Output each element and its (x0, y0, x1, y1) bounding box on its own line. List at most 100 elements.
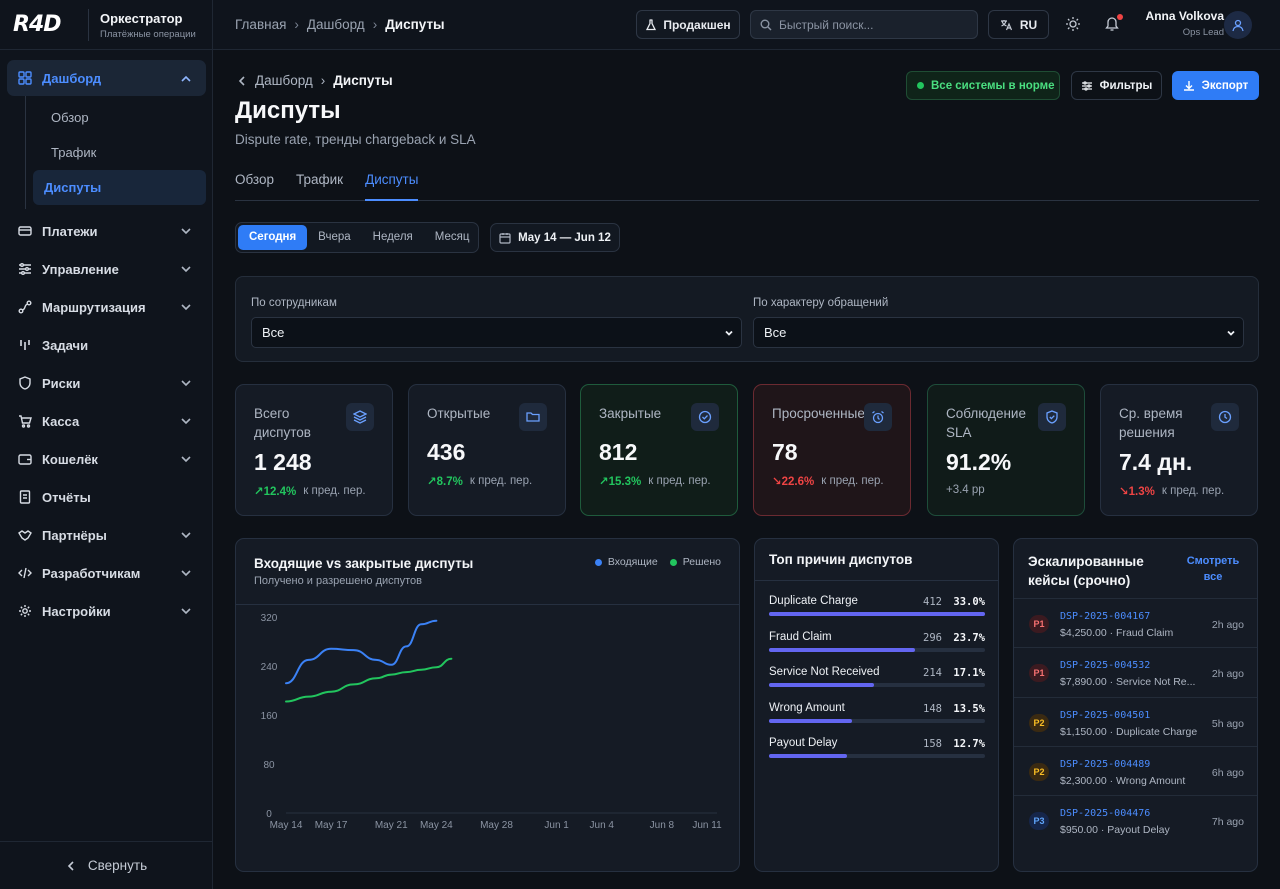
period-month-button[interactable]: Месяц (434, 231, 470, 243)
sidebar-item-partners[interactable]: Партнёры (0, 516, 213, 554)
case-id-link[interactable]: DSP-2025-004532 (1060, 660, 1151, 672)
reason-row[interactable]: Service Not Received 214 17.1% (769, 666, 985, 696)
alarm-icon (864, 403, 892, 431)
employee-filter-select[interactable]: Все (251, 317, 742, 348)
x-tick-label: May 17 (315, 820, 348, 831)
case-id-link[interactable]: DSP-2025-004501 (1060, 709, 1151, 721)
case-id-link[interactable]: DSP-2025-004489 (1060, 758, 1151, 770)
case-id-link[interactable]: DSP-2025-004167 (1060, 611, 1151, 622)
sidebar-subitem-overview[interactable]: Обзор (51, 110, 89, 125)
reason-count: 158 (923, 738, 942, 750)
sidebar-item-wallet[interactable]: Кошелёк (0, 440, 213, 478)
nature-filter-select[interactable]: Все (753, 317, 1244, 348)
search-input[interactable]: Быстрый поиск... (750, 10, 978, 39)
sidebar-item-management[interactable]: Управление (0, 250, 213, 288)
export-label: Экспорт (1201, 79, 1249, 92)
environment-button[interactable]: Продакшен (636, 10, 740, 39)
kpi-card-sla[interactable]: Соблюдение SLA 91.2% +3.4 pp (927, 384, 1085, 516)
export-button[interactable]: Экспорт (1172, 71, 1259, 100)
legend-item-incoming[interactable]: Входящие (594, 556, 658, 568)
sidebar-item-payments[interactable]: Платежи (0, 212, 213, 250)
sidebar-item-reports[interactable]: Отчёты (0, 478, 213, 516)
reason-bar-track (769, 718, 985, 723)
chevron-down-icon (181, 570, 191, 577)
sun-icon[interactable] (1065, 16, 1081, 32)
reason-label: Duplicate Charge (769, 595, 858, 607)
sidebar-subitem-disputes[interactable]: Диспуты (33, 170, 206, 205)
escalated-row[interactable]: P2 DSP-2025-004501 $1,150.00 · Duplicate C… (1014, 696, 1257, 746)
wallet-icon (18, 452, 32, 466)
reason-row[interactable]: Payout Delay 158 12.7% (769, 737, 985, 767)
date-range-picker[interactable]: May 14 — Jun 12 (490, 223, 620, 252)
reason-count: 148 (923, 702, 942, 715)
reason-row[interactable]: Fraud Claim 296 23.7% (769, 631, 985, 661)
cart-icon (18, 414, 32, 428)
chevron-left-icon[interactable] (237, 75, 247, 87)
case-time: 2h ago (1211, 619, 1244, 631)
reason-bar-track (769, 612, 985, 616)
kpi-card-closed[interactable]: Закрытые 812 ↗15.3% к пред. пер. (580, 384, 738, 516)
reason-row[interactable]: Duplicate Charge 412 33.0% (769, 595, 985, 625)
user-name[interactable]: Anna Volkova (1145, 9, 1224, 23)
kpi-label: Закрытые (599, 406, 662, 421)
y-tick-label: 80 (263, 760, 275, 771)
filters-button[interactable]: Фильтры (1071, 71, 1162, 100)
sidebar-item-tasks[interactable]: Задачи (0, 326, 213, 364)
reason-bar-track (769, 647, 985, 652)
sidebar-item-label: Отчёты (42, 489, 91, 505)
reason-bar-fill (769, 754, 848, 758)
tab-overview[interactable]: Обзор (235, 172, 274, 187)
escalated-row[interactable]: P1 DSP-2025-004532 $7,890.00 · Service Not… (1014, 647, 1257, 696)
case-meta: $4,250.00 · Fraud Claim (1060, 627, 1174, 639)
tab-disputes[interactable]: Диспуты (365, 170, 419, 201)
kpi-card-open[interactable]: Открытые 436 ↗8.7% к пред. пер. (408, 384, 566, 516)
escalated-row[interactable]: P3 DSP-2025-004476 $950.00 · Payout Delay 7… (1014, 795, 1257, 844)
breadcrumb-item[interactable]: Дашборд (306, 17, 365, 32)
x-tick-label: May 28 (480, 820, 513, 831)
sidebar-item-label: Партнёры (42, 527, 107, 543)
reason-row[interactable]: Wrong Amount 148 13.5% (769, 702, 985, 732)
sidebar-item-developers[interactable]: Разработчикам (0, 554, 213, 592)
sidebar-item-cashdesk[interactable]: Касса (0, 402, 213, 440)
user-role: Ops Lead (1182, 27, 1224, 38)
download-icon (1183, 80, 1194, 91)
view-all-link[interactable]: Смотреть все (1186, 555, 1240, 583)
reason-bar-track (769, 683, 985, 687)
kpi-delta-value: 8.7% (436, 476, 463, 488)
sidebar-item-settings[interactable]: Настройки (0, 592, 213, 630)
sidebar-subitem-traffic[interactable]: Трафик (51, 145, 97, 160)
kpi-card-overdue[interactable]: Просроченные 78 ↘22.6% к пред. пер. (753, 384, 911, 516)
legend-item-resolved[interactable]: Решено (669, 556, 721, 568)
sidebar-item-dashboard[interactable]: Дашборд (7, 60, 206, 96)
kpi-card-avg-resolution[interactable]: Ср. время решения 7.4 дн. ↘1.3% к пред. … (1100, 384, 1258, 516)
sidebar-item-risks[interactable]: Риски (0, 364, 213, 402)
collapse-label: Свернуть (87, 858, 148, 873)
breadcrumb-item[interactable]: Главная (235, 17, 287, 32)
top-reasons-header: Топ причин диспутов (755, 539, 998, 581)
user-icon (1232, 19, 1244, 32)
kpi-card-total[interactable]: Всего диспутов 1 248 ↗12.4% к пред. пер. (235, 384, 393, 516)
x-tick-label: May 21 (375, 820, 408, 831)
bell-icon[interactable] (1104, 15, 1120, 32)
legend-swatch (594, 558, 602, 566)
tab-traffic[interactable]: Трафик (296, 172, 344, 187)
case-id-link[interactable]: DSP-2025-004476 (1060, 808, 1151, 820)
logo[interactable]: R4D (13, 12, 62, 37)
sidebar-item-label: Маршрутизация (42, 299, 146, 315)
kpi-delta-note: +3.4 pp (946, 484, 985, 496)
escalated-row[interactable]: P1 DSP-2025-004167 $4,250.00 · Fraud Claim… (1014, 598, 1257, 647)
legend-label: Входящие (607, 556, 658, 568)
escalated-row[interactable]: P2 DSP-2025-004489 $2,300.00 · Wrong Amoun… (1014, 745, 1257, 795)
collapse-sidebar-button[interactable]: Свернуть (0, 841, 213, 889)
sidebar-item-routing[interactable]: Маршрутизация (0, 288, 213, 326)
breadcrumb-item[interactable]: Дашборд (255, 73, 313, 88)
period-today-button[interactable]: Сегодня (238, 225, 308, 250)
period-week-button[interactable]: Неделя (372, 231, 413, 243)
period-yesterday-button[interactable]: Вчера (318, 231, 351, 243)
language-selector[interactable]: RU (988, 10, 1049, 39)
kpi-value: 812 (599, 439, 638, 465)
avatar[interactable] (1224, 11, 1252, 39)
flask-icon (646, 18, 657, 30)
handshake-icon (18, 528, 32, 542)
kpi-label: Открытые (427, 406, 491, 421)
